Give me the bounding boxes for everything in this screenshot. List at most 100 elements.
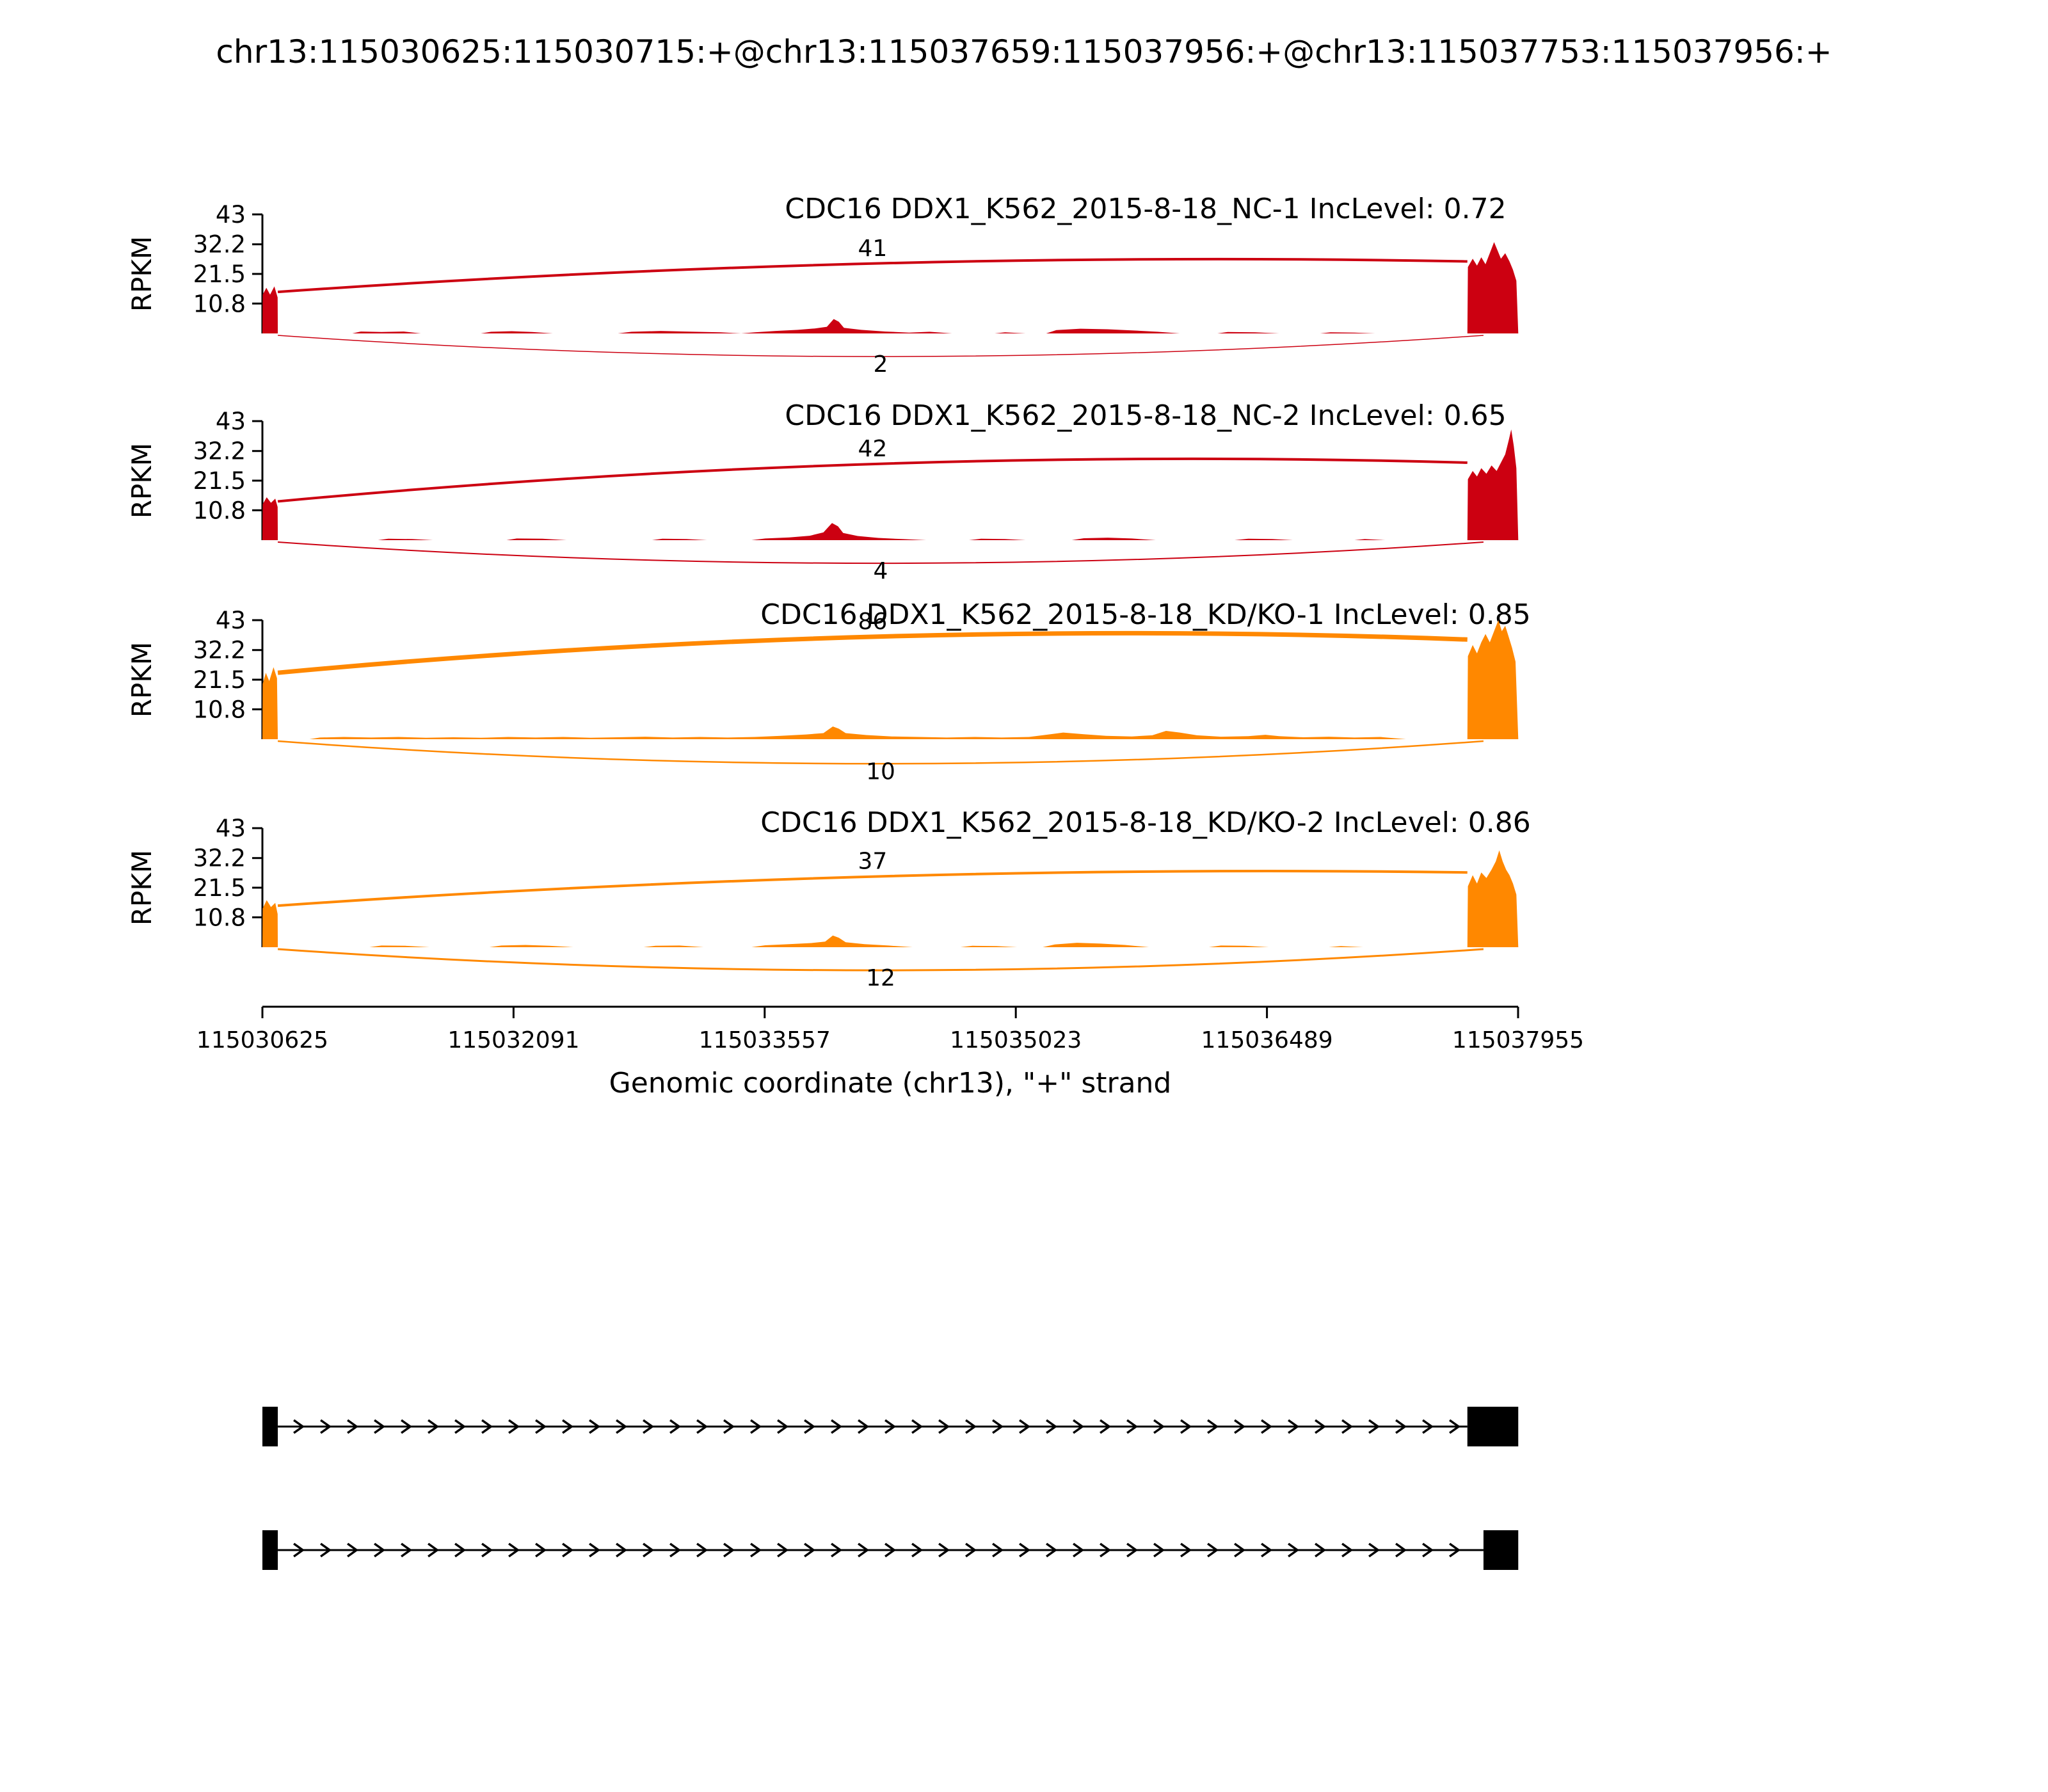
x-tick-label: 115036489: [1201, 1027, 1333, 1053]
strand-arrow-icon: [401, 1419, 413, 1434]
strand-arrow-icon: [1180, 1542, 1192, 1558]
strand-arrow-icon: [1073, 1419, 1085, 1434]
strand-arrow-icon: [454, 1419, 467, 1434]
junction-count-top: 42: [858, 436, 888, 462]
coverage-track-3: 43 32.221.510.8 RPKM CDC16 DDX1_K562_2015-8…: [126, 598, 1531, 785]
strand-arrow-icon: [1261, 1542, 1273, 1558]
strand-arrow-icon: [1422, 1419, 1434, 1434]
junction-count-top: 41: [858, 236, 888, 262]
junction-count-bottom: 2: [874, 351, 888, 378]
strand-arrow-icon: [1341, 1542, 1354, 1558]
junction-arc-bottom: [278, 335, 1484, 357]
strand-arrow-icon: [1449, 1542, 1461, 1558]
strand-arrow-icon: [831, 1419, 843, 1434]
strand-arrow-icon: [858, 1419, 870, 1434]
strand-arrow-icon: [1341, 1419, 1354, 1434]
junction-count-bottom: 10: [866, 758, 895, 785]
strand-arrow-icon: [320, 1419, 332, 1434]
strand-arrow-icon: [1288, 1542, 1300, 1558]
strand-arrow-icon: [535, 1419, 547, 1434]
strand-arrow-icon: [1315, 1419, 1327, 1434]
x-tick-label: 115032091: [447, 1027, 579, 1053]
strand-arrow-icon: [1073, 1542, 1085, 1558]
strand-arrow-icon: [347, 1419, 359, 1434]
strand-arrow-icon: [696, 1419, 708, 1434]
strand-arrow-icon: [428, 1542, 440, 1558]
junction-arc-bottom: [277, 740, 1484, 765]
x-tick-label: 115037955: [1452, 1027, 1584, 1053]
y-tick-label: 21.5: [193, 260, 246, 288]
strand-arrow-icon: [884, 1419, 897, 1434]
junction-arc-top: [277, 257, 1468, 294]
strand-arrow-icon: [669, 1419, 682, 1434]
x-tick-label: 115033557: [699, 1027, 831, 1053]
strand-arrow-icon: [992, 1419, 1004, 1434]
track-label: CDC16 DDX1_K562_2015-8-18_NC-2 IncLevel:…: [785, 399, 1506, 432]
strand-arrow-icon: [401, 1542, 413, 1558]
exon-box: [262, 1530, 278, 1570]
strand-arrow-icon: [1234, 1542, 1246, 1558]
strand-arrow-icon: [669, 1542, 682, 1558]
x-axis-title: Genomic coordinate (chr13), "+" strand: [609, 1067, 1172, 1100]
y-tick-label: 43: [216, 408, 246, 435]
junction-count-bottom: 4: [874, 558, 888, 584]
track-label: CDC16 DDX1_K562_2015-8-18_NC-1 IncLevel:…: [785, 193, 1506, 225]
junction-arc-bottom: [277, 948, 1484, 972]
strand-arrow-icon: [965, 1419, 977, 1434]
coverage-area: [262, 242, 1519, 333]
exon-box: [1483, 1530, 1519, 1570]
x-tick-label: 115030625: [196, 1027, 328, 1053]
strand-arrow-icon: [1207, 1419, 1219, 1434]
strand-arrow-icon: [293, 1542, 305, 1558]
y-tick-label: 43: [216, 607, 246, 634]
strand-arrow-icon: [1019, 1542, 1031, 1558]
strand-arrow-icon: [481, 1419, 493, 1434]
isoform-long: [262, 1407, 1519, 1446]
y-axis-title: RPKM: [126, 642, 157, 717]
strand-arrow-icon: [1234, 1419, 1246, 1434]
coverage-area: [262, 850, 1519, 947]
y-tick-label: 21.5: [193, 467, 246, 495]
coverage-track-4: 43 32.221.510.8 RPKM CDC16 DDX1_K562_2015-8…: [126, 806, 1531, 991]
x-axis: 115030625 115032091 115033557 115035023 1150…: [196, 1005, 1584, 1100]
strand-arrow-icon: [643, 1419, 655, 1434]
strand-arrow-icon: [1100, 1542, 1112, 1558]
strand-arrow-icon: [1395, 1419, 1407, 1434]
strand-arrow-icon: [454, 1542, 467, 1558]
junction-arc-top: [277, 630, 1468, 675]
y-tick-label: 21.5: [193, 666, 246, 694]
junction-arc-top: [277, 870, 1468, 908]
strand-arrow-icon: [1153, 1542, 1165, 1558]
y-tick-label: 10.8: [193, 696, 246, 723]
x-tick-label: 115035023: [950, 1027, 1082, 1053]
strand-arrow-icon: [1100, 1419, 1112, 1434]
strand-arrow-icon: [858, 1542, 870, 1558]
strand-arrow-icon: [911, 1419, 924, 1434]
strand-arrow-icon: [535, 1542, 547, 1558]
junction-arc-top: [277, 457, 1468, 503]
strand-arrow-icon: [562, 1419, 574, 1434]
y-tick-label: 10.8: [193, 290, 246, 317]
strand-arrow-icon: [1180, 1419, 1192, 1434]
y-tick-label: 10.8: [193, 904, 246, 931]
strand-arrow-icon: [831, 1542, 843, 1558]
strand-arrow-icon: [1207, 1542, 1219, 1558]
strand-arrow-icon: [1126, 1542, 1139, 1558]
strand-arrow-icon: [1395, 1542, 1407, 1558]
strand-arrow-icon: [1261, 1419, 1273, 1434]
junction-count-top: 37: [858, 849, 888, 875]
strand-arrow-icon: [777, 1542, 789, 1558]
strand-arrow-icon: [723, 1542, 735, 1558]
strand-arrow-icon: [508, 1542, 520, 1558]
strand-arrow-icon: [1422, 1542, 1434, 1558]
strand-arrow-icon: [1046, 1419, 1058, 1434]
y-tick-label: 32.2: [193, 637, 246, 664]
strand-arrow-icon: [911, 1542, 924, 1558]
strand-arrow-icon: [616, 1542, 628, 1558]
exon-box: [262, 1407, 278, 1446]
strand-arrow-icon: [884, 1542, 897, 1558]
coverage-track-2: 43 32.221.510.8 RPKM CDC16 DDX1_K562_2015-8…: [126, 399, 1519, 584]
strand-arrow-icon: [1288, 1419, 1300, 1434]
strand-arrow-icon: [804, 1419, 816, 1434]
